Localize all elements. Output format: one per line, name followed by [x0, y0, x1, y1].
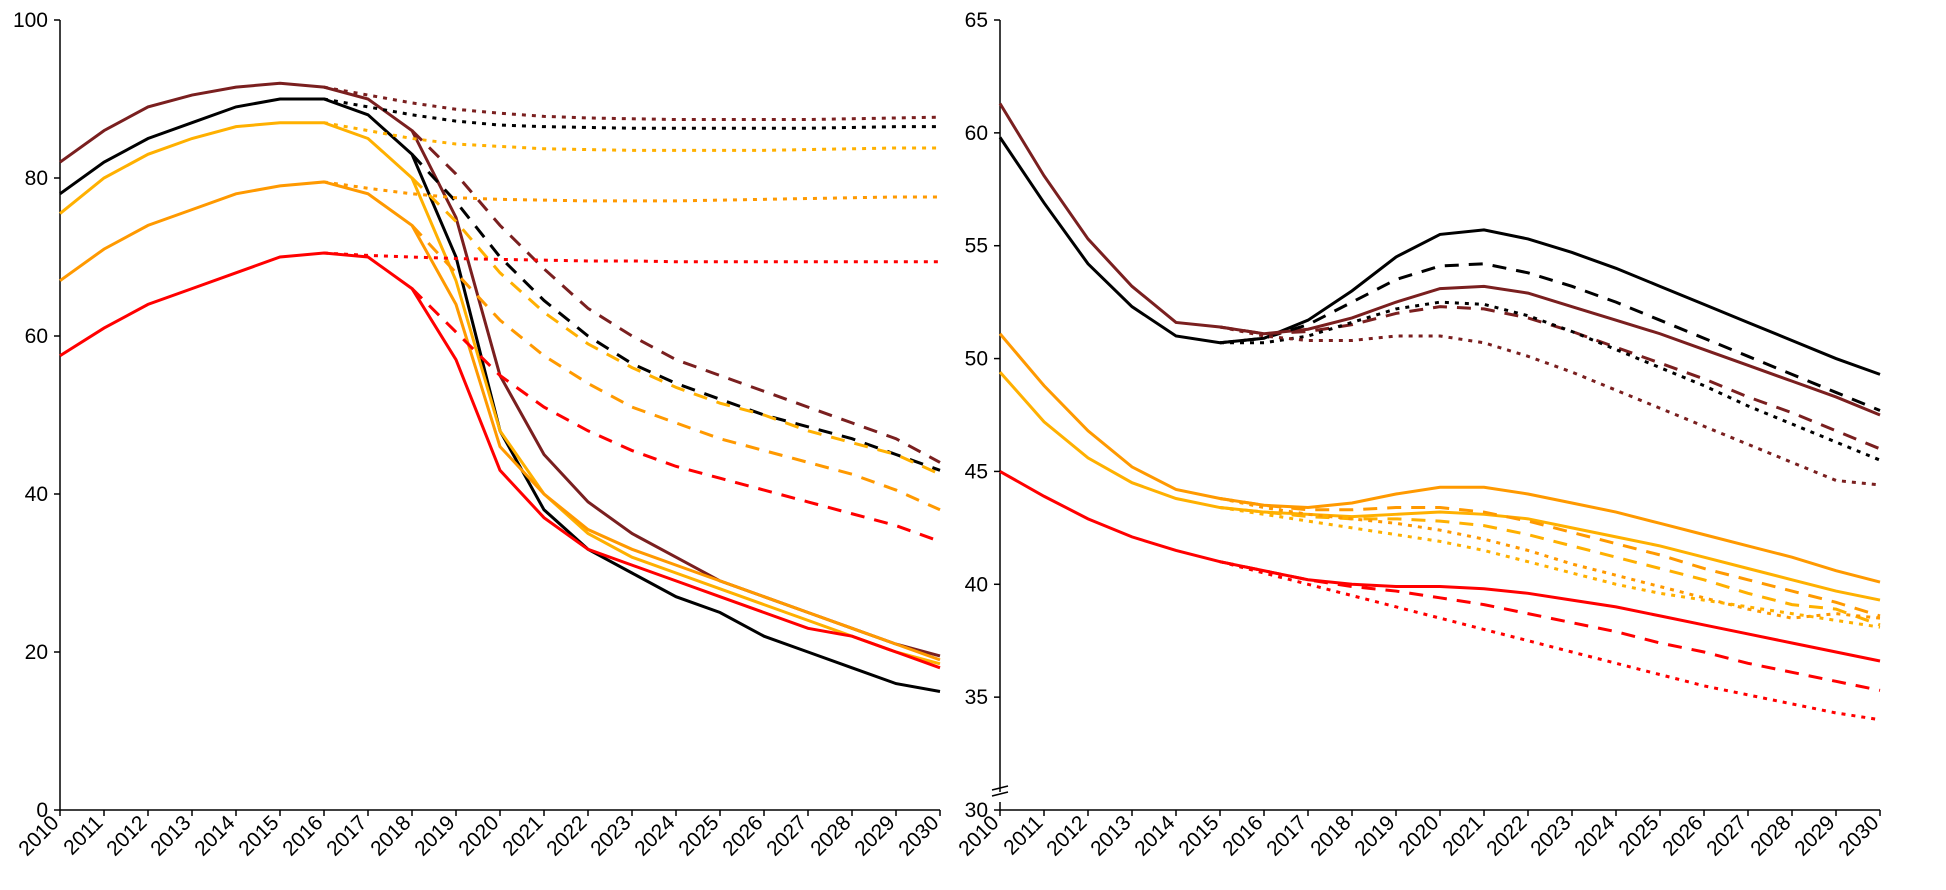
- y-tick-label: 40: [965, 573, 988, 596]
- x-tick-label: 2030: [894, 811, 943, 860]
- x-tick-label: 2022: [542, 811, 591, 860]
- x-tick-label: 2029: [1790, 811, 1839, 860]
- x-tick-label: 2028: [1746, 811, 1795, 860]
- x-tick-label: 2030: [1834, 811, 1883, 860]
- x-tick-label: 2012: [102, 811, 151, 860]
- x-tick-label: 2023: [1526, 811, 1575, 860]
- chart-panel-right: 3035404550556065201020112012201320142015…: [940, 10, 1940, 890]
- series-line-black-solid: [60, 99, 940, 692]
- x-tick-label: 2021: [1438, 811, 1487, 860]
- series-line-orange2-dashed: [1220, 508, 1880, 625]
- y-tick-label: 60: [25, 325, 48, 348]
- series-line-orange2-dotted: [1220, 508, 1880, 628]
- x-tick-label: 2023: [586, 811, 635, 860]
- x-tick-label: 2018: [366, 811, 415, 860]
- x-tick-label: 2029: [850, 811, 899, 860]
- x-tick-label: 2024: [630, 811, 680, 861]
- series-line-red-solid: [1000, 471, 1880, 661]
- y-tick-label: 60: [965, 122, 988, 145]
- x-tick-label: 2019: [410, 811, 459, 860]
- x-tick-label: 2024: [1570, 811, 1620, 861]
- x-tick-label: 2019: [1350, 811, 1399, 860]
- x-tick-label: 2028: [806, 811, 855, 860]
- series-line-red-dotted: [324, 253, 940, 262]
- series-line-maroon-solid: [60, 83, 940, 656]
- y-tick-label: 100: [13, 10, 48, 32]
- x-tick-label: 2012: [1042, 811, 1091, 860]
- y-tick-label: 35: [965, 686, 988, 709]
- y-tick-label: 65: [965, 10, 988, 32]
- y-tick-label: 45: [965, 460, 988, 483]
- x-tick-label: 2014: [190, 811, 240, 861]
- series-line-maroon-dotted: [1220, 327, 1880, 485]
- x-tick-label: 2025: [674, 811, 723, 860]
- series-line-red-dashed: [1220, 562, 1880, 691]
- x-tick-label: 2013: [1086, 811, 1135, 860]
- y-tick-label: 80: [25, 167, 48, 190]
- x-tick-label: 2014: [1130, 811, 1180, 861]
- x-tick-label: 2013: [146, 811, 195, 860]
- chart-canvas: 0204060801002010201120122013201420152016…: [0, 0, 1946, 890]
- x-tick-label: 2021: [498, 811, 547, 860]
- series-line-maroon-dashed: [412, 131, 940, 463]
- series-line-orange1-dotted: [1220, 499, 1880, 619]
- x-tick-label: 2011: [999, 811, 1047, 859]
- x-tick-label: 2022: [1482, 811, 1531, 860]
- x-tick-label: 2010: [14, 811, 63, 860]
- x-tick-label: 2020: [1394, 811, 1443, 860]
- series-line-orange1-solid: [1000, 334, 1880, 582]
- x-tick-label: 2025: [1614, 811, 1663, 860]
- x-tick-label: 2017: [1262, 811, 1311, 860]
- x-tick-label: 2018: [1306, 811, 1355, 860]
- series-line-orange2-dashed: [412, 178, 940, 474]
- x-tick-label: 2026: [718, 811, 767, 860]
- x-tick-label: 2010: [954, 811, 1003, 860]
- x-tick-label: 2016: [1218, 811, 1267, 860]
- x-tick-label: 2016: [278, 811, 327, 860]
- x-tick-label: 2027: [762, 811, 811, 860]
- x-tick-label: 2015: [234, 811, 283, 860]
- y-tick-label: 40: [25, 483, 48, 506]
- chart-panel-left: 0204060801002010201120122013201420152016…: [0, 10, 1000, 890]
- x-tick-label: 2015: [1174, 811, 1223, 860]
- x-tick-label: 2017: [322, 811, 371, 860]
- series-line-orange2-solid: [60, 123, 940, 664]
- series-line-orange1-solid: [60, 182, 940, 660]
- series-line-red-solid: [60, 253, 940, 668]
- x-tick-label: 2020: [454, 811, 503, 860]
- y-tick-label: 50: [965, 348, 988, 371]
- x-tick-label: 2026: [1658, 811, 1707, 860]
- series-line-maroon-solid: [1000, 104, 1880, 415]
- y-tick-label: 20: [25, 641, 48, 664]
- x-tick-label: 2011: [59, 811, 107, 859]
- series-line-black-solid: [1000, 137, 1880, 374]
- y-tick-label: 55: [965, 235, 988, 258]
- x-tick-label: 2027: [1702, 811, 1751, 860]
